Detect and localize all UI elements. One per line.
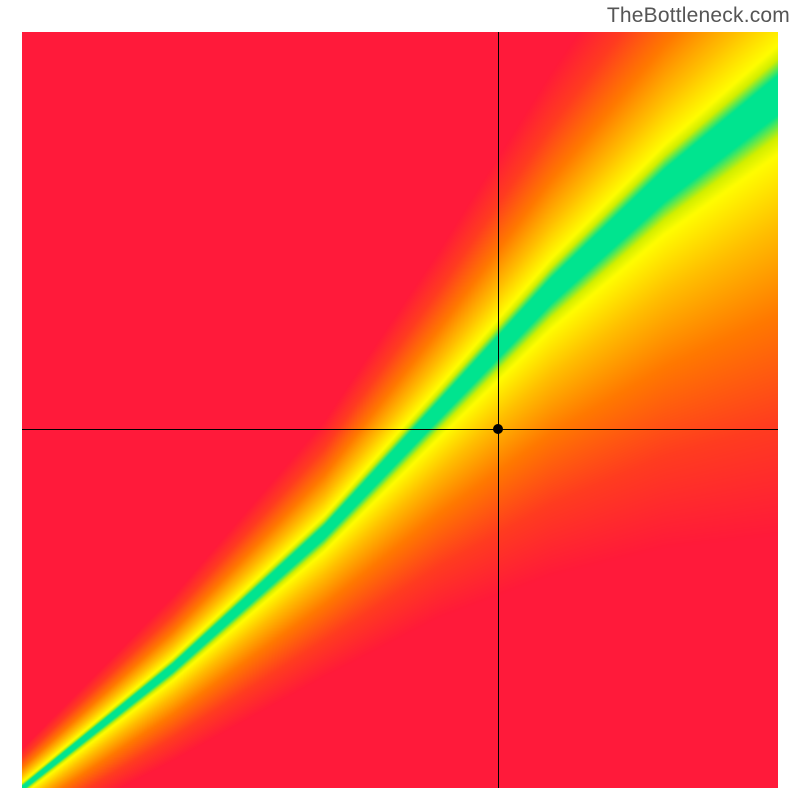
attribution-text: TheBottleneck.com xyxy=(607,4,790,28)
crosshair-horizontal xyxy=(22,429,778,430)
crosshair-vertical xyxy=(498,32,499,788)
heatmap-canvas xyxy=(22,32,778,788)
crosshair-marker xyxy=(493,424,503,434)
heatmap-plot xyxy=(22,32,778,788)
